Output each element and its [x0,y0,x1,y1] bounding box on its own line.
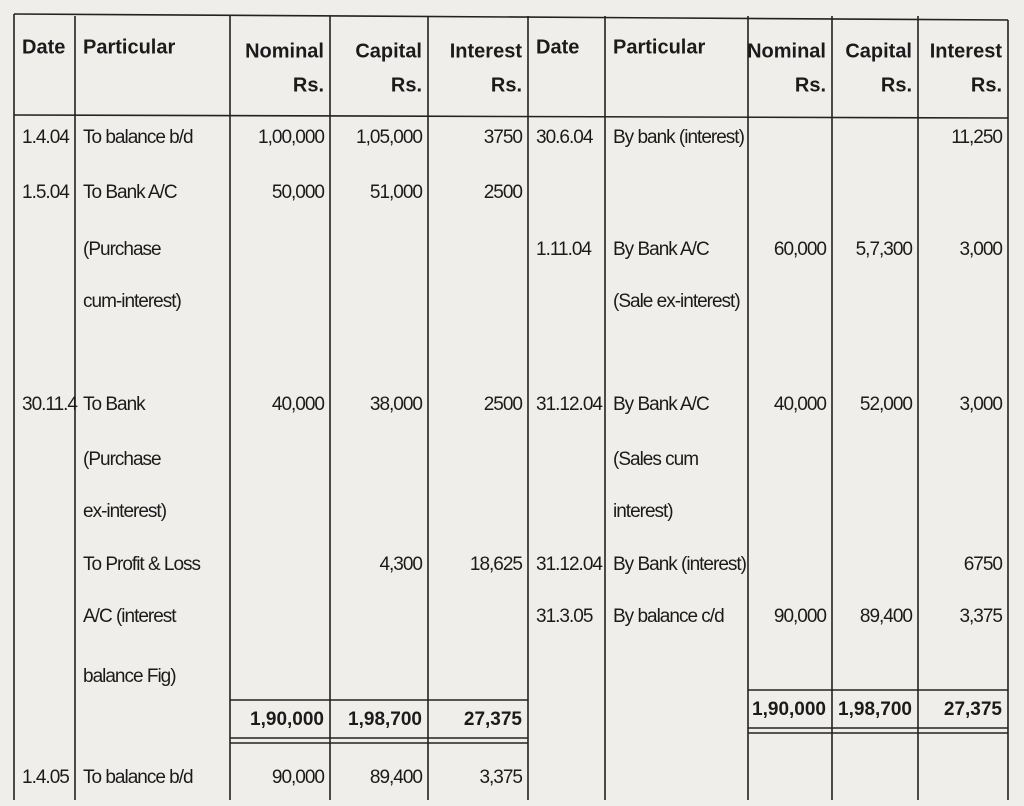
cell: 50,000 [272,182,325,203]
column-header: Rs. [391,74,422,96]
column-header: Interest [450,40,523,62]
column-header: Nominal [245,40,324,62]
cell: 1,05,000 [356,127,422,148]
cell: 3750 [484,127,523,148]
column-header: Rs. [881,74,912,96]
cell: 38,000 [370,394,423,415]
column-header: Rs. [491,74,522,96]
closing-cell: 3,375 [479,767,522,788]
cell: To Bank A/C [83,182,177,203]
cell: 4,300 [379,554,422,575]
cell: 3,375 [959,606,1002,627]
cell: 90,000 [774,606,827,627]
column-header: Particular [83,36,175,58]
cell: 51,000 [370,182,423,203]
cell: 1,00,000 [258,127,324,148]
cell: ex-interest) [83,501,167,522]
cell: A/C (interest [83,606,177,627]
cell: interest) [613,501,673,522]
cell: 2500 [484,394,523,415]
cell: 31.3.05 [536,606,593,627]
column-header: Date [22,36,65,58]
column-header: Particular [613,36,705,58]
cell: 30.11.4 [22,394,78,415]
cell: To Profit & Loss [83,554,201,575]
cell: 40,000 [774,394,827,415]
cell: 1.11.04 [536,239,592,260]
table-frame [13,13,1009,800]
column-header: Interest [930,40,1003,62]
column-header: Rs. [795,74,826,96]
column-header: Capital [355,40,422,62]
cell: cum-interest) [83,291,182,312]
cell: 89,400 [860,606,913,627]
closing-cell: To balance b/d [83,767,193,788]
column-header: Rs. [971,74,1002,96]
cell: 60,000 [774,239,827,260]
cell: By Bank A/C [613,394,709,415]
total-cell: 1,98,700 [838,699,912,720]
cell: To Bank [83,394,146,415]
cell: 1.4.04 [22,127,70,148]
closing-cell: 89,400 [370,767,423,788]
cell: By balance c/d [613,606,724,627]
column-header: Date [536,36,579,58]
cell: (Purchase [83,449,161,470]
closing-cell: 1.4.05 [22,767,69,788]
cell: (Purchase [83,239,161,260]
cell: By Bank (interest) [613,554,747,575]
cell: 18,625 [470,554,523,575]
column-header: Rs. [293,74,324,96]
cell: By Bank A/C [613,239,709,260]
cell: 52,000 [860,394,913,415]
total-cell: 27,375 [464,709,523,730]
cell: 11,250 [951,127,1002,148]
cell: 1.5.04 [22,182,70,203]
cell: (Sale ex-interest) [613,291,740,312]
cell: 6750 [964,554,1003,575]
cell: By bank (interest) [613,127,745,148]
closing-cell: 90,000 [272,767,325,788]
cell: balance Fig) [83,666,176,687]
column-header: Nominal [747,40,826,62]
total-cell: 1,90,000 [250,709,324,730]
cell: 5,7,300 [856,239,913,260]
cell: To balance b/d [83,127,193,148]
cell: 3,000 [959,239,1002,260]
cell: 2500 [484,182,523,203]
cell: 3,000 [959,394,1002,415]
cell: 31.12.04 [536,394,603,415]
cell: 30.6.04 [536,127,594,148]
cell: 31.12.04 [536,554,603,575]
column-header: Capital [845,40,912,62]
cell: 40,000 [272,394,325,415]
total-cell: 1,90,000 [752,699,826,720]
total-cell: 27,375 [944,699,1003,720]
cell: (Sales cum [613,449,698,470]
total-cell: 1,98,700 [348,709,422,730]
